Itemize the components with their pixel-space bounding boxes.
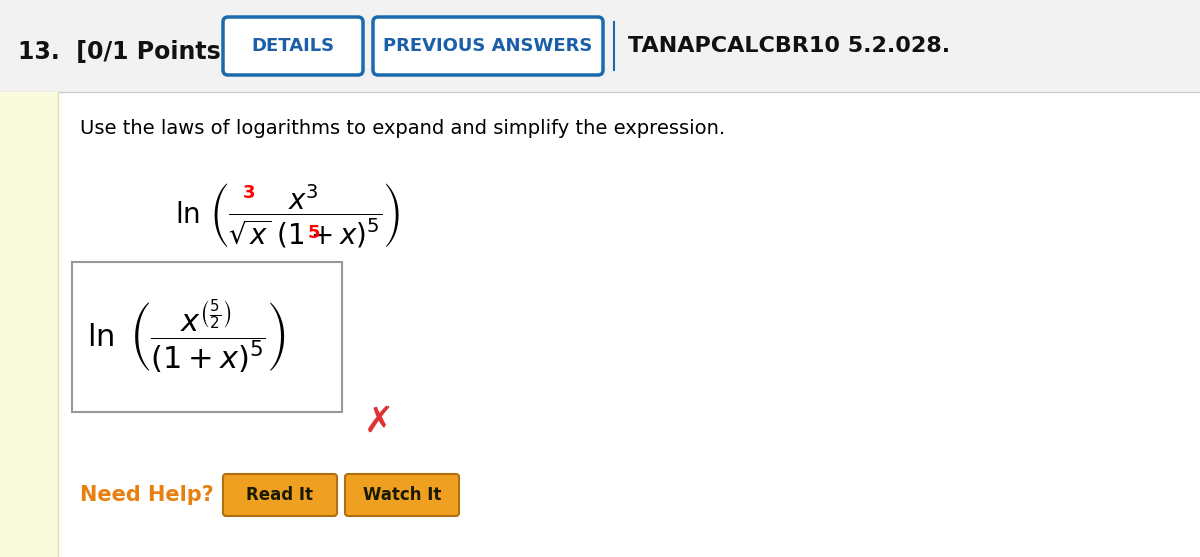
Text: Use the laws of logarithms to expand and simplify the expression.: Use the laws of logarithms to expand and… xyxy=(80,119,725,138)
Text: $\mathrm{ln}$: $\mathrm{ln}$ xyxy=(88,323,114,351)
FancyBboxPatch shape xyxy=(223,474,337,516)
Text: $\left(\dfrac{x^{\left(\frac{5}{2}\right)}}{(1+x)^5}\right)$: $\left(\dfrac{x^{\left(\frac{5}{2}\right… xyxy=(130,297,286,377)
FancyBboxPatch shape xyxy=(223,17,364,75)
Text: TANAPCALCBR10 5.2.028.: TANAPCALCBR10 5.2.028. xyxy=(628,36,950,56)
Bar xyxy=(0,92,1200,557)
Text: $\mathbf{5}$: $\mathbf{5}$ xyxy=(307,224,320,242)
Text: DETAILS: DETAILS xyxy=(252,37,335,55)
FancyBboxPatch shape xyxy=(373,17,604,75)
Text: 13.  [0/1 Points]: 13. [0/1 Points] xyxy=(18,40,232,64)
Text: $\mathbf{3}$: $\mathbf{3}$ xyxy=(242,184,256,202)
Text: $\mathrm{ln}$: $\mathrm{ln}$ xyxy=(175,201,200,229)
Text: Watch It: Watch It xyxy=(362,486,442,504)
Bar xyxy=(0,0,1200,92)
Bar xyxy=(72,262,342,412)
Text: Need Help?: Need Help? xyxy=(80,485,214,505)
Text: ✗: ✗ xyxy=(364,405,395,439)
Bar xyxy=(0,92,58,557)
Text: PREVIOUS ANSWERS: PREVIOUS ANSWERS xyxy=(383,37,593,55)
FancyBboxPatch shape xyxy=(346,474,458,516)
Text: $\left(\dfrac{x^3}{\sqrt{x}\;(1+x)^5}\right)$: $\left(\dfrac{x^3}{\sqrt{x}\;(1+x)^5}\ri… xyxy=(209,181,400,249)
Text: Read It: Read It xyxy=(246,486,313,504)
